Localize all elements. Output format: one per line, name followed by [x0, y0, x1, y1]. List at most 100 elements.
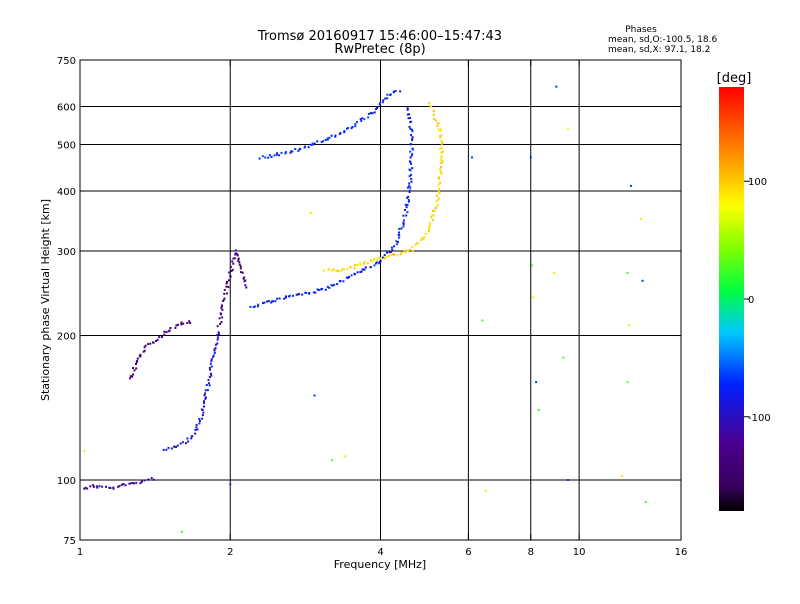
data-point — [198, 418, 201, 420]
data-point — [408, 184, 411, 187]
data-point — [289, 151, 292, 154]
colorbar-tick-label: -100 — [748, 413, 771, 424]
data-point — [210, 359, 213, 362]
data-point — [285, 295, 287, 298]
data-point — [243, 276, 246, 279]
data-point — [133, 369, 136, 372]
data-point — [202, 411, 205, 414]
data-point — [432, 113, 435, 116]
scatter-point — [532, 296, 535, 299]
data-point — [143, 349, 146, 352]
data-point — [229, 265, 232, 268]
data-point — [109, 487, 112, 489]
data-point — [143, 479, 146, 482]
data-point — [336, 283, 339, 285]
scatter-point — [626, 272, 629, 274]
data-point — [437, 177, 440, 180]
data-point — [267, 300, 270, 303]
data-point — [132, 367, 135, 369]
data-point — [208, 384, 211, 387]
scatter-point — [555, 85, 558, 88]
data-point — [398, 236, 401, 239]
data-point — [406, 211, 409, 214]
data-point — [132, 482, 135, 485]
data-point — [410, 134, 413, 137]
colorbar: [deg] 100 0 -100 — [717, 71, 771, 511]
data-point — [404, 203, 407, 206]
data-point — [278, 154, 281, 157]
data-point — [359, 263, 362, 266]
data-point — [156, 338, 159, 341]
data-point — [409, 150, 412, 153]
data-point — [400, 251, 403, 254]
data-point — [316, 140, 319, 143]
data-point — [343, 131, 346, 134]
data-point — [209, 362, 212, 365]
data-point — [407, 195, 410, 198]
data-point — [253, 305, 256, 308]
data-point — [356, 264, 359, 267]
data-point — [243, 280, 246, 283]
data-point — [399, 90, 402, 93]
data-point — [208, 376, 211, 379]
data-point — [307, 146, 310, 149]
data-point — [334, 134, 337, 137]
scatter-point — [344, 455, 347, 458]
data-point — [436, 122, 439, 125]
data-point — [223, 297, 226, 300]
data-point — [165, 448, 168, 451]
data-point — [206, 389, 209, 392]
data-point — [375, 258, 378, 261]
data-point — [158, 336, 161, 339]
y-tick-label: 100 — [57, 476, 76, 487]
data-point — [213, 348, 216, 351]
data-point — [386, 93, 389, 96]
data-point — [350, 127, 353, 130]
data-point — [437, 176, 440, 179]
data-point — [176, 444, 179, 447]
data-point — [201, 409, 204, 411]
data-point — [386, 97, 389, 100]
data-point — [297, 149, 300, 152]
data-point — [409, 156, 412, 159]
data-point — [404, 251, 407, 254]
data-point — [409, 189, 412, 192]
data-point — [440, 147, 443, 149]
scatter-point — [481, 319, 484, 322]
data-point — [217, 336, 220, 339]
data-point — [297, 293, 300, 296]
data-point — [369, 112, 372, 115]
y-tick-label: 200 — [57, 332, 76, 343]
data-point — [363, 260, 366, 263]
data-point — [205, 396, 207, 399]
data-point — [339, 132, 342, 135]
data-point — [420, 237, 423, 240]
data-point — [194, 428, 197, 431]
x-tick-label: 10 — [573, 547, 586, 558]
data-point — [435, 200, 438, 203]
data-point — [409, 248, 411, 251]
data-point — [234, 253, 237, 256]
data-point — [422, 237, 425, 240]
data-point — [407, 200, 410, 203]
data-point — [256, 305, 259, 308]
data-point — [431, 219, 434, 222]
y-tick-label: 300 — [57, 247, 76, 258]
data-point — [416, 242, 419, 245]
data-point — [393, 90, 395, 93]
data-point — [222, 299, 225, 302]
chart-title: Tromsø 20160917 15:46:00–15:47:43 — [257, 29, 502, 44]
data-point — [339, 280, 342, 282]
data-point — [292, 294, 294, 297]
data-point — [398, 227, 401, 230]
data-point — [221, 304, 223, 307]
data-point — [181, 441, 184, 444]
data-point — [437, 204, 440, 207]
data-point — [360, 270, 363, 273]
data-point — [220, 321, 223, 323]
scatter-point — [629, 184, 632, 187]
data-point — [203, 405, 205, 408]
data-point — [132, 373, 135, 376]
data-point — [407, 117, 410, 120]
